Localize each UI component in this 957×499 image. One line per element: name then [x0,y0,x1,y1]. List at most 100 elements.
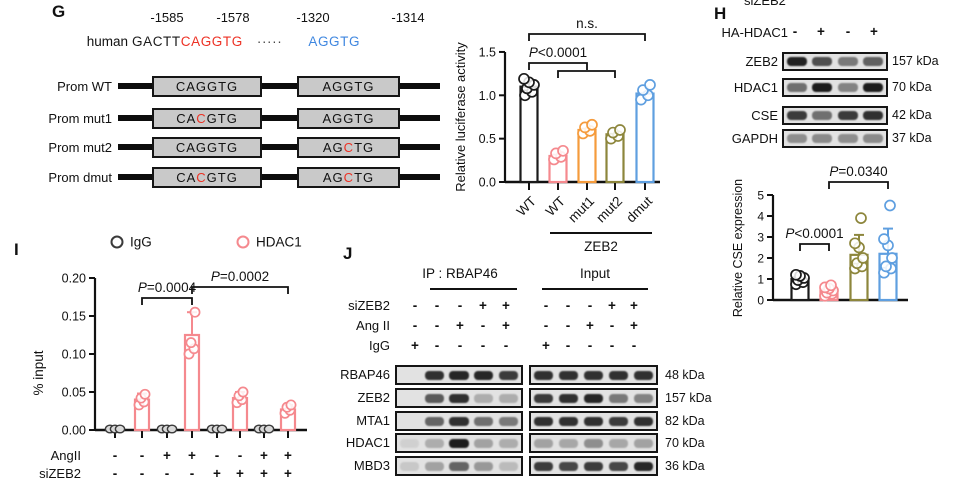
lane-value: + [502,298,510,313]
blot-band [399,438,420,448]
blot-band [608,393,629,403]
site-sequence: AGGTG [322,111,375,126]
lane-value: - [845,24,851,39]
lane-value: + [479,298,487,313]
group-label: ZEB2 [584,239,618,254]
chart-g-luciferase: 0.0 0.5 1.0 1.5 Relative luciferase activity… [453,16,660,254]
blot-band [608,416,629,426]
blot-band [498,438,519,448]
y-tick-label: 0.15 [62,310,86,324]
lane-value: - [565,338,571,353]
blot-box [529,433,658,453]
blot-band [449,370,469,380]
blot-target-label: ZEB2 [357,390,390,405]
y-tick-label: 0.5 [479,132,496,146]
promoter-backbone [118,144,440,150]
site-sequence: GTG [206,170,238,185]
promoter-sequence: GACTTCAGGTG ····· AGGTG [132,34,360,49]
blot-band [608,370,629,380]
x-tick-label: dmut [623,193,655,225]
lane-value: + [163,448,171,463]
blot-band [474,370,494,380]
lane-value: - [434,338,440,353]
promoter-backbone [118,83,440,89]
position-label: -1585 [150,10,184,25]
lane-value: - [457,338,463,353]
y-tick-label: 1.5 [479,45,496,59]
lane-value: - [190,466,195,481]
blot-box [529,411,658,431]
blot-band [583,393,604,403]
lane-value: + [586,318,594,333]
lane-value: - [457,298,463,313]
blot-box [395,456,523,476]
site-sequence: CAGGTG [175,140,239,155]
lane-value: - [587,298,593,313]
blot-band [633,461,654,471]
mutated-base: C [343,140,355,155]
lane-value: - [565,298,571,313]
blot-band [583,461,604,471]
blot-band [533,416,554,426]
position-label: -1314 [391,10,425,25]
significance-label: P=0.0002 [211,269,269,284]
chart-h-cse: 0 1 2 3 4 5 Relative CSE expression P<0.0001 P=0… [731,164,908,317]
lane-value: - [587,338,593,353]
lane-value: + [817,24,825,39]
blot-band [498,370,519,380]
chart-i-chip: 0.00 0.05 0.10 0.15 0.20 % input P=0.0004 P=0.0… [31,235,307,481]
y-tick-label: 0.10 [62,348,86,362]
molecular-weight-label: 157 kDa [665,391,712,405]
lane-value: - [565,318,571,333]
mutated-base: C [196,170,207,185]
blot-target-label: CSE [751,108,778,123]
ebox-site: AG C TG [297,167,400,188]
blot-band [863,83,884,92]
lane-value: + [870,24,878,39]
condition-label: IgG [369,338,390,353]
y-tick-label: 1 [757,273,764,287]
sequence-segment: AGGTG [308,34,361,49]
blot-band [786,134,807,143]
blot-band [424,461,444,471]
panel-i-label: I [14,240,19,259]
lane-value: - [140,466,145,481]
legend-label: IgG [130,235,152,250]
ebox-site: CA C GTG [152,167,262,188]
lane-value: - [480,338,486,353]
condition-label: siZEB2 [39,466,81,481]
blot-band [533,370,554,380]
y-axis-title: Relative CSE expression [731,179,745,317]
blot-band [633,393,654,403]
blot-band [424,416,444,426]
ebox-site: AGGTG [297,108,400,129]
lane-value: - [113,466,118,481]
lane-value: + [608,298,616,313]
ebox-site: CA C GTG [152,108,262,129]
blot-band [633,370,654,380]
site-sequence: AGGTG [322,79,375,94]
significance-label: P<0.0001 [529,45,587,60]
molecular-weight-label: 37 kDa [892,131,932,145]
lane-value: + [236,466,244,481]
blot-band [474,438,494,448]
lane-value: - [480,318,486,333]
blot-band [474,461,494,471]
blot-box [395,433,523,453]
panel-j: J IP : RBAP46 Input siZEB2- - - + + - - - + + Ang … [335,242,775,499]
position-label: -1578 [216,10,250,25]
blot-target-label: RBAP46 [340,367,390,382]
legend-label: HDAC1 [256,235,302,250]
blot-band [533,393,554,403]
lane-value: - [609,318,615,333]
bar [519,85,539,184]
sequence-segment: CAGGTG [180,34,243,49]
blot-target-label: HDAC1 [345,435,390,450]
blot-band [474,393,494,403]
ip-group-title: IP : RBAP46 [422,266,498,281]
blot-band [837,134,858,143]
lane-value: - [543,318,549,333]
site-sequence: CA [176,170,197,185]
mutated-base: C [196,111,207,126]
